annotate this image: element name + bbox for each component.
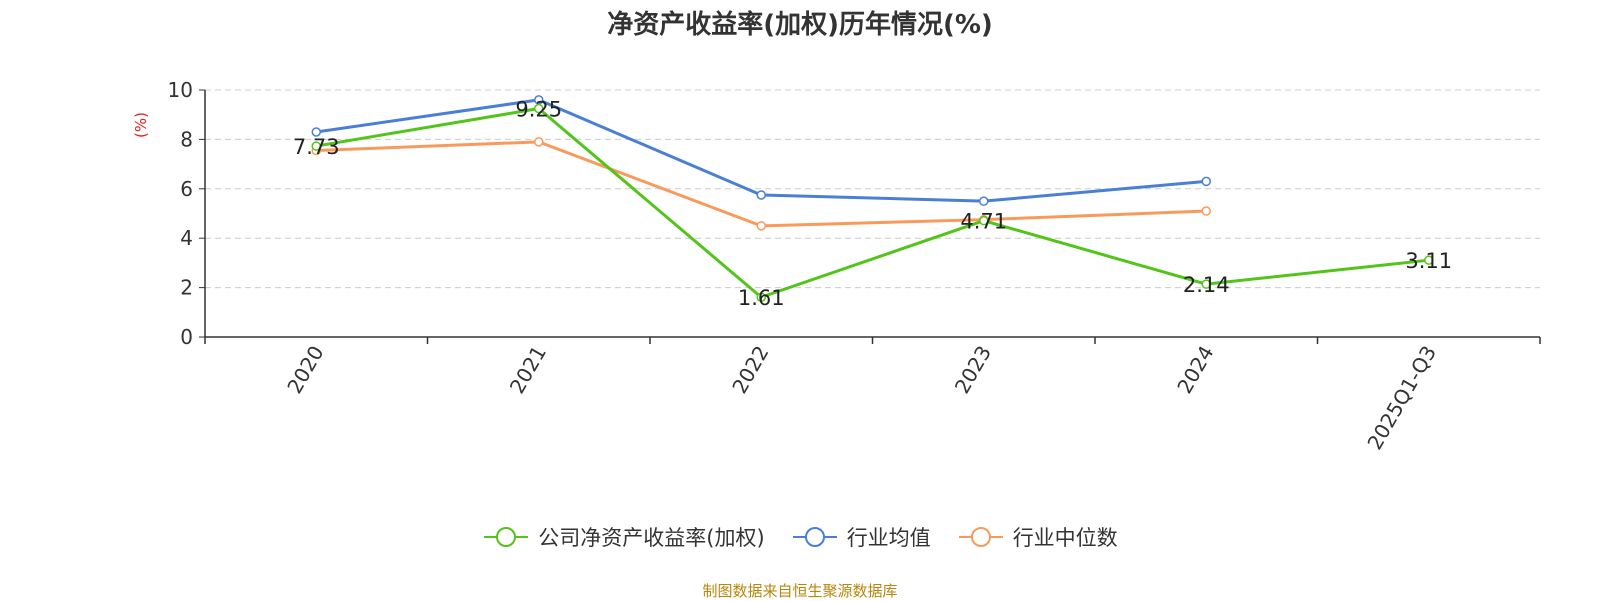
legend-item[interactable]: 行业均值 [791, 522, 931, 552]
legend-label: 行业中位数 [1012, 526, 1118, 550]
data-point[interactable] [1424, 255, 1434, 265]
series-lines [311, 95, 1434, 302]
data-label: 3.11 [1405, 249, 1452, 273]
x-tick-label: 2020 [282, 342, 328, 398]
y-tick-label: 6 [180, 177, 193, 201]
series-line-0 [316, 107, 1429, 299]
data-point[interactable] [534, 137, 544, 147]
data-label: 9.25 [515, 98, 562, 122]
x-tick-label: 2021 [505, 342, 551, 398]
legend-label: 行业均值 [846, 526, 931, 550]
data-point[interactable] [1201, 206, 1211, 216]
y-tick-label: 10 [168, 78, 193, 102]
y-axis-label: (%) [132, 112, 150, 138]
data-label: 4.71 [960, 210, 1007, 234]
data-labels: 7.73 9.25 1.61 4.71 2.14 3.11 [293, 98, 1452, 311]
data-point[interactable] [311, 127, 321, 137]
series-line-2 [316, 140, 1207, 228]
x-tick-label: 2022 [727, 342, 773, 398]
y-tick-label: 8 [180, 127, 193, 151]
y-tick-label: 2 [180, 276, 193, 300]
data-point[interactable] [311, 141, 321, 151]
data-point[interactable] [1201, 176, 1211, 187]
legend-marker-icon [792, 527, 837, 547]
chart-title: 净资产收益率(加权)历年情况(%) [607, 10, 993, 40]
data-point[interactable] [1201, 279, 1211, 289]
data-point[interactable] [756, 190, 766, 200]
data-label: 7.73 [293, 135, 340, 159]
legend-label: 公司净资产收益率(加权) [538, 526, 765, 550]
data-label: 1.61 [738, 286, 785, 310]
x-tick-label: 2024 [1172, 342, 1218, 398]
source-note: 制图数据来自恒生聚源数据库 [702, 582, 898, 600]
data-point[interactable] [756, 292, 766, 302]
data-point[interactable] [979, 196, 989, 206]
data-point[interactable] [979, 215, 989, 226]
data-label: 2.14 [1183, 273, 1230, 297]
x-tick-label: 2023 [950, 342, 996, 398]
legend: 公司净资产收益率(加权) 行业均值 行业中位数 [0, 522, 1600, 552]
grid-lines [205, 89, 1540, 289]
legend-marker-icon [958, 527, 1003, 547]
y-tick-label: 0 [180, 325, 193, 349]
legend-item[interactable]: 行业中位数 [957, 522, 1118, 552]
x-tick-label: 2025Q1-Q3 [1362, 342, 1441, 454]
series-line-1 [316, 98, 1207, 203]
legend-marker-icon [484, 527, 529, 547]
line-chart: 0 2 4 6 8 10 2020 2021 2022 2023 2024 2025Q1-Q3 (%)… [132, 78, 1541, 454]
data-point[interactable] [534, 103, 544, 114]
data-point[interactable] [756, 221, 766, 231]
legend-item[interactable]: 公司净资产收益率(加权) [482, 522, 765, 552]
y-tick-label: 4 [180, 226, 193, 250]
